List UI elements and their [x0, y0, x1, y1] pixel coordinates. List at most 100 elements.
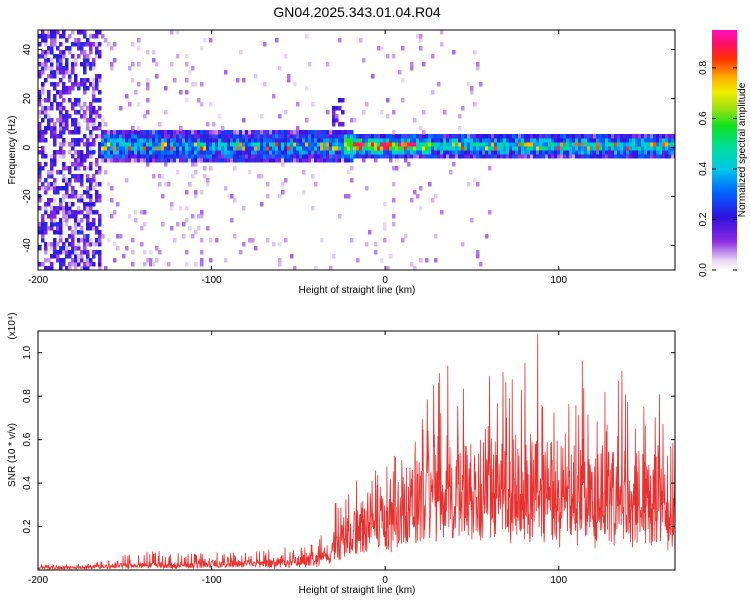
heatmap-cell — [332, 146, 336, 151]
heatmap-cell — [86, 78, 90, 83]
heatmap-cell — [185, 250, 189, 255]
heatmap-cell — [380, 110, 384, 115]
heatmap-cell — [50, 74, 54, 79]
heatmap-cell — [242, 142, 246, 147]
heatmap-cell — [227, 154, 231, 159]
heatmap-cell — [563, 134, 567, 139]
snr-x-ticks: -200 -100 0 100 — [28, 331, 567, 586]
heatmap-cell — [326, 138, 330, 143]
heatmap-cell — [59, 234, 63, 239]
heatmap-cell — [155, 158, 159, 163]
heatmap-cell — [86, 210, 90, 215]
heatmap-cell — [161, 138, 165, 143]
heatmap-cell — [401, 146, 405, 151]
heatmap-cell — [38, 94, 42, 99]
heatmap-cell — [299, 138, 303, 143]
heatmap-cell — [476, 138, 480, 143]
heatmap-cell — [530, 146, 534, 151]
heatmap-cell — [212, 134, 216, 139]
heatmap-cell — [611, 150, 615, 155]
heatmap-cell — [110, 66, 114, 71]
heatmap-cell — [449, 150, 453, 155]
heatmap-cell — [119, 134, 123, 139]
heatmap-cell — [176, 134, 180, 139]
heatmap-cell — [56, 210, 60, 215]
heatmap-cell — [239, 130, 243, 135]
heatmap-cell — [38, 150, 42, 155]
heatmap-cell — [191, 162, 195, 167]
heatmap-cell — [173, 78, 177, 83]
heatmap-cell — [47, 66, 51, 71]
heatmap-cell — [458, 154, 462, 159]
heatmap-cell — [173, 134, 177, 139]
heatmap-cell — [77, 42, 81, 47]
heatmap-cell — [62, 198, 66, 203]
heatmap-cell — [143, 150, 147, 155]
heatmap-cell — [80, 46, 84, 51]
heatmap-cell — [209, 258, 213, 263]
heatmap-cell — [71, 258, 75, 263]
heatmap-cell — [155, 146, 159, 151]
heatmap-cell — [302, 146, 306, 151]
heatmap-cell — [41, 238, 45, 243]
heatmap-cell — [62, 150, 66, 155]
heatmap-cell — [77, 222, 81, 227]
heatmap-cell — [146, 158, 150, 163]
heatmap-cell — [482, 142, 486, 147]
heatmap-cell — [80, 106, 84, 111]
heatmap-cell — [386, 150, 390, 155]
heatmap-cell — [671, 154, 675, 159]
heatmap-cell — [83, 158, 87, 163]
heatmap-cell — [89, 102, 93, 107]
heatmap-cell — [68, 242, 72, 247]
heatmap-cell — [386, 146, 390, 151]
heatmap-cell — [98, 126, 102, 131]
heatmap-cell — [83, 250, 87, 255]
heatmap-cell — [59, 62, 63, 67]
heatmap-cell — [305, 154, 309, 159]
heatmap-cell — [149, 154, 153, 159]
heatmap-cell — [38, 166, 42, 171]
heatmap-cell — [152, 150, 156, 155]
heatmap-cell — [347, 138, 351, 143]
heatmap-cell — [422, 138, 426, 143]
heatmap-cell — [89, 238, 93, 243]
heatmap-cell — [611, 142, 615, 147]
heatmap-cell — [119, 106, 123, 111]
heatmap-cell — [179, 158, 183, 163]
heatmap-cell — [206, 226, 210, 231]
heatmap-cell — [362, 150, 366, 155]
heatmap-cell — [284, 158, 288, 163]
heatmap-cell — [596, 138, 600, 143]
heatmap-cell — [44, 106, 48, 111]
heatmap-cell — [68, 70, 72, 75]
heatmap-cell — [443, 146, 447, 151]
heatmap-cell — [86, 226, 90, 231]
heatmap-cell — [137, 82, 141, 87]
heatmap-cell — [425, 138, 429, 143]
heatmap-cell — [200, 142, 204, 147]
heatmap-cell — [113, 154, 117, 159]
heatmap-cell — [479, 142, 483, 147]
heatmap-cell — [59, 90, 63, 95]
spectrogram-y-tick-label: -20 — [22, 189, 33, 204]
heatmap-cell — [281, 130, 285, 135]
heatmap-cell — [290, 158, 294, 163]
heatmap-cell — [236, 154, 240, 159]
heatmap-cell — [563, 154, 567, 159]
heatmap-cell — [83, 214, 87, 219]
heatmap-cell — [407, 134, 411, 139]
heatmap-cell — [92, 226, 96, 231]
heatmap-cell — [332, 114, 336, 119]
heatmap-cell — [602, 146, 606, 151]
heatmap-cell — [194, 130, 198, 135]
heatmap-cell — [203, 134, 207, 139]
heatmap-cell — [425, 134, 429, 139]
heatmap-cell — [644, 134, 648, 139]
heatmap-cell — [302, 190, 306, 195]
heatmap-cell — [299, 154, 303, 159]
heatmap-cell — [581, 150, 585, 155]
heatmap-cell — [392, 222, 396, 227]
heatmap-cell — [44, 138, 48, 143]
heatmap-cell — [539, 150, 543, 155]
